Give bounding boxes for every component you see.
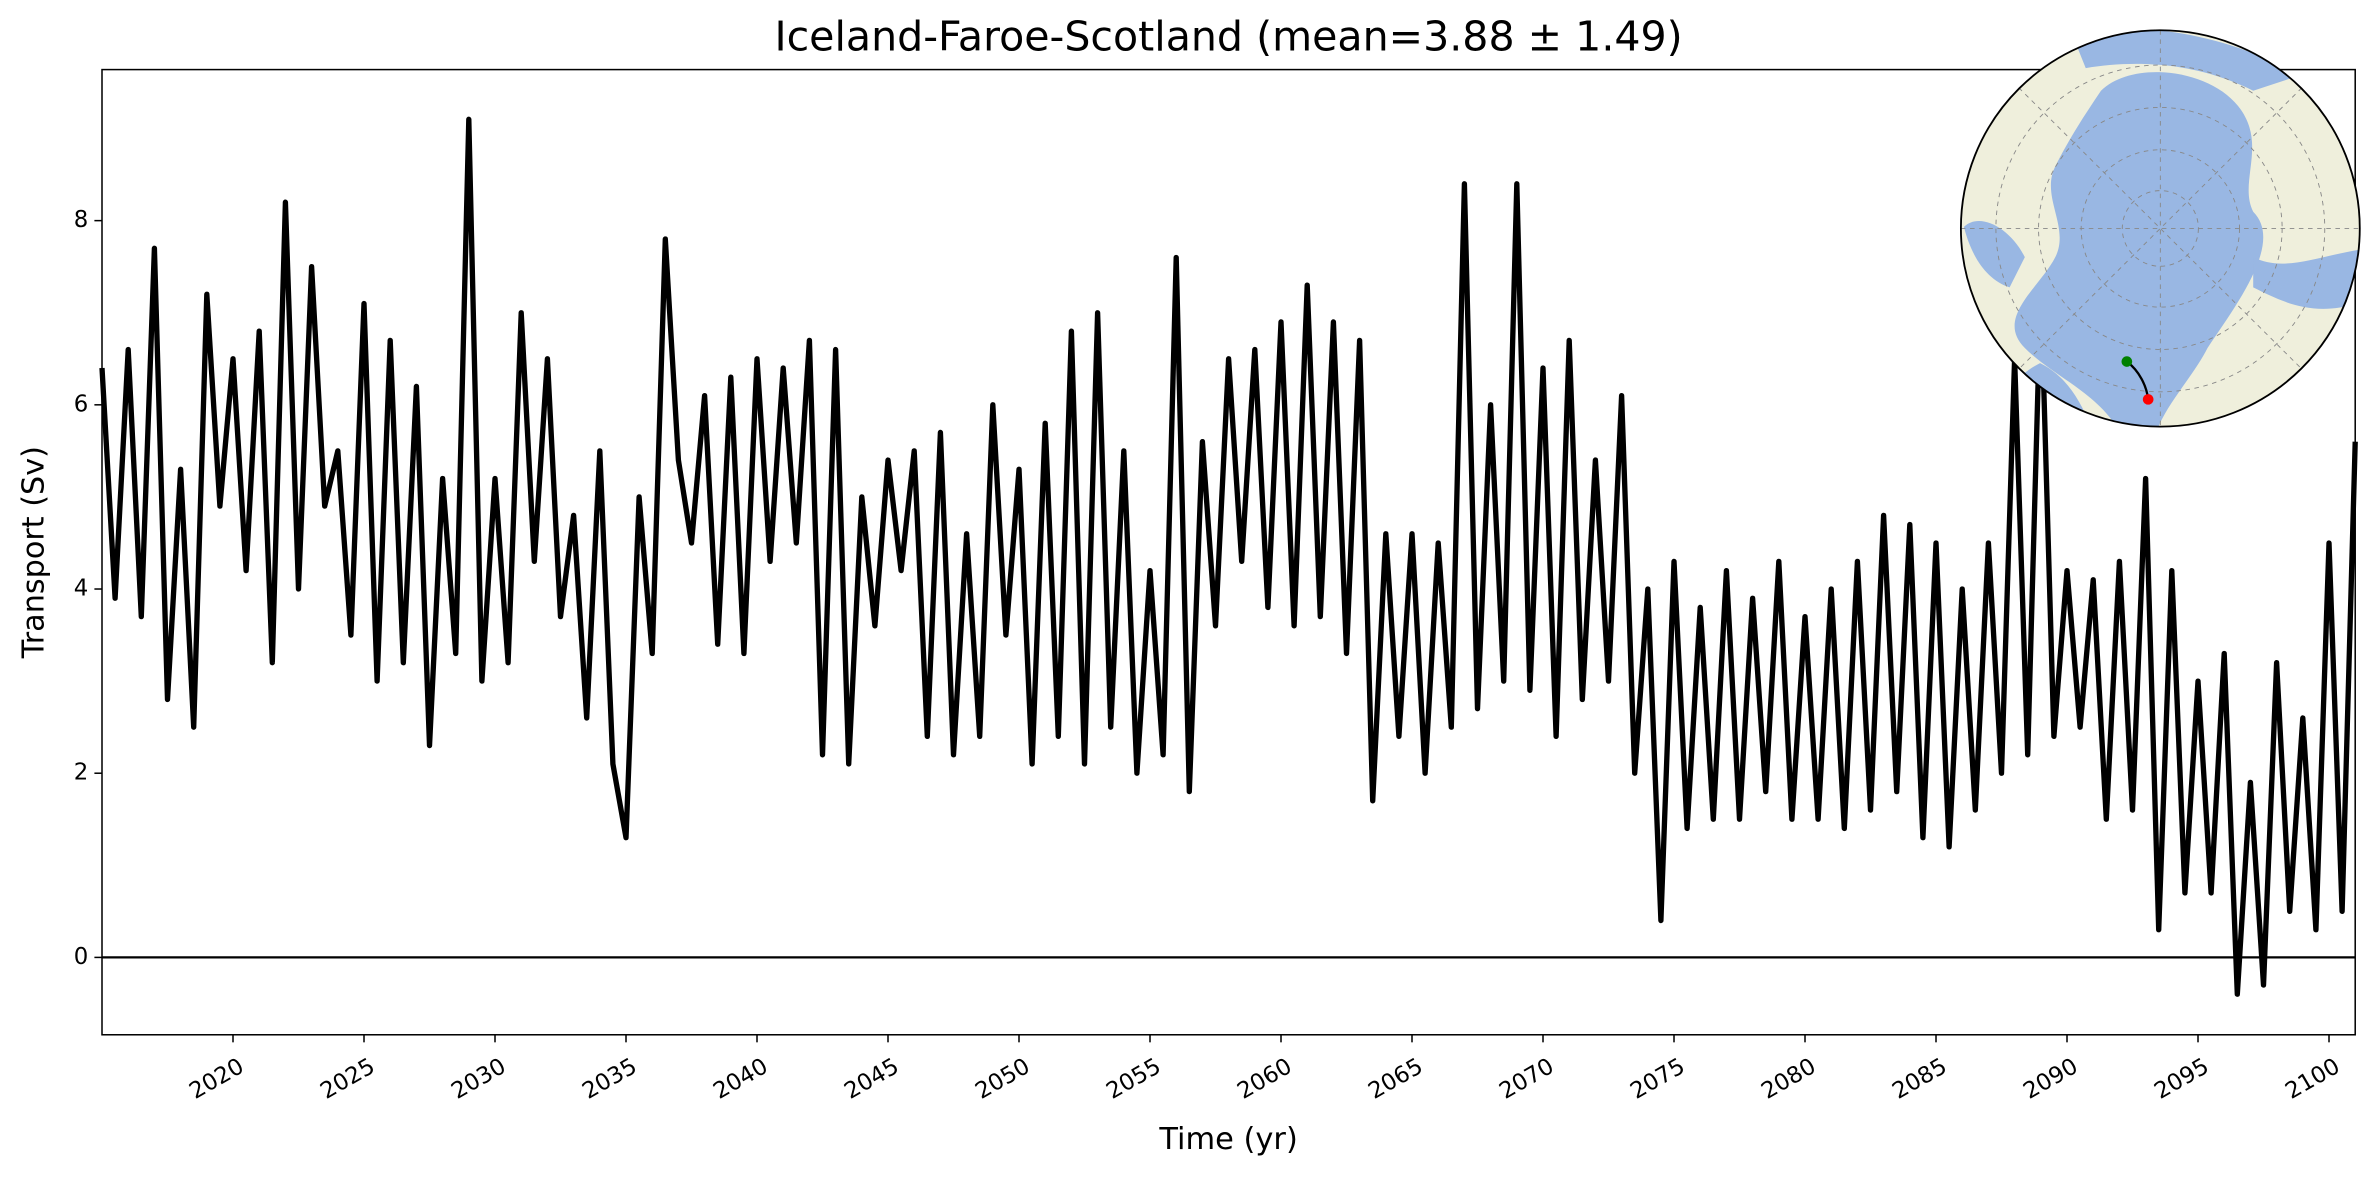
map-graticule <box>1960 30 2360 427</box>
section-end <box>2142 394 2154 405</box>
x-tick-label: 2045 <box>840 1053 903 1104</box>
x-tick-label: 2090 <box>2019 1053 2082 1104</box>
y-axis-label: Transport (Sv) <box>16 446 51 659</box>
x-tick-label: 2025 <box>316 1053 379 1104</box>
y-tick-label: 2 <box>74 760 89 786</box>
x-axis-label: Time (yr) <box>1158 1122 1297 1157</box>
plot-frame <box>101 68 2356 1036</box>
x-tick-label: 2080 <box>1757 1053 1820 1104</box>
x-tick-label: 2100 <box>2281 1053 2344 1104</box>
x-tick-label: 2060 <box>1233 1053 1296 1104</box>
y-tick-label: 6 <box>74 391 89 417</box>
x-tick-label: 2065 <box>1364 1053 1427 1104</box>
y-tick-label: 4 <box>74 576 89 602</box>
x-tick-label: 2085 <box>1888 1053 1951 1104</box>
map-border <box>1959 29 2361 428</box>
x-tick-label: 2055 <box>1102 1053 1165 1104</box>
chart-title: Iceland-Faroe-Scotland (mean=3.88 ± 1.49… <box>774 12 1682 60</box>
y-tick-label: 0 <box>74 944 89 970</box>
x-tick-label: 2050 <box>971 1053 1034 1104</box>
x-tick-label: 2035 <box>578 1053 641 1104</box>
inset-map <box>1959 29 2361 428</box>
section-start <box>2121 356 2133 367</box>
y-tick-label: 8 <box>74 207 89 233</box>
data-line <box>99 116 2358 997</box>
x-tick-label: 2075 <box>1626 1053 1689 1104</box>
x-tick-label: 2095 <box>2150 1053 2213 1104</box>
x-tick-label: 2040 <box>709 1053 772 1104</box>
x-tick-label: 2020 <box>185 1053 248 1104</box>
x-tick-label: 2070 <box>1495 1053 1558 1104</box>
x-tick-label: 2030 <box>447 1053 510 1104</box>
